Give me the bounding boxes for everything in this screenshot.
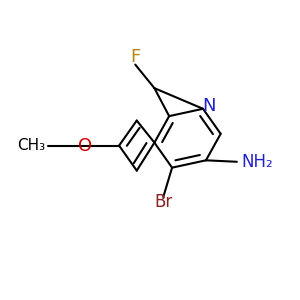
Text: CH₃: CH₃	[17, 138, 46, 153]
Text: NH₂: NH₂	[241, 153, 273, 171]
Text: F: F	[130, 48, 140, 66]
Text: N: N	[202, 98, 216, 116]
Text: Br: Br	[154, 193, 172, 211]
Text: O: O	[78, 136, 92, 154]
